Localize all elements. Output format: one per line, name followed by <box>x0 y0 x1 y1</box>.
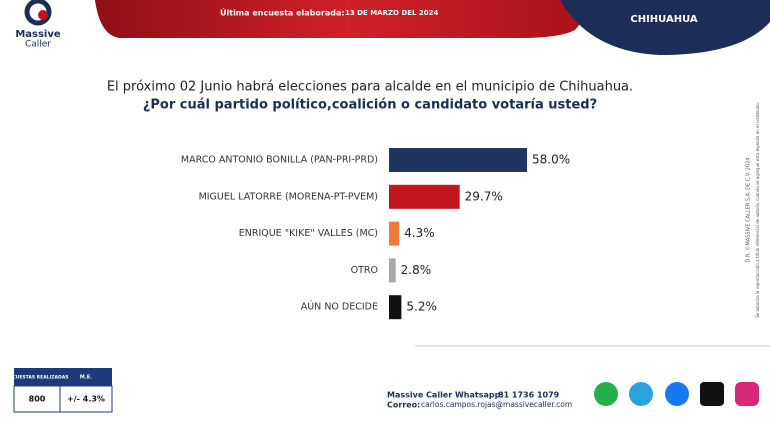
bar <box>389 221 400 246</box>
brand: Massive <box>15 29 61 40</box>
logo <box>24 0 52 26</box>
survey-box: ENCUESTAS REALIZADAS M.E. 800 +/- 4.3% <box>6 368 113 413</box>
category-label: AÚN NO DECIDE <box>301 301 378 313</box>
region-banner <box>560 0 770 55</box>
survey-label: Última encuesta elaborada: <box>220 7 345 18</box>
value-label: 4.3% <box>404 226 435 240</box>
side-note: D.R. ©MASSIVE CALLER S.A. DE C.V. 2024 <box>745 158 752 263</box>
chart-subtitle: ¿Por cuál partido político,coalición o c… <box>143 98 597 113</box>
category-label: MIGUEL LATORRE (MORENA-PT-PVEM) <box>199 191 378 202</box>
bar <box>389 258 396 283</box>
category-label: MARCO ANTONIO BONILLA (PAN-PRI-PRD) <box>181 155 378 166</box>
facebook-icon[interactable] <box>665 382 689 406</box>
value-label: 58.0% <box>532 153 570 167</box>
whatsapp-icon[interactable] <box>594 382 618 406</box>
bar <box>389 295 402 320</box>
category-label: OTRO <box>351 265 378 276</box>
box-header: M.E. <box>80 375 92 381</box>
box-value: +/- 4.3% <box>67 395 105 404</box>
value-label: 5.2% <box>406 300 437 314</box>
survey-date: 13 DE MARZO DEL 2024 <box>345 9 439 17</box>
instagram-icon[interactable] <box>735 382 759 406</box>
region: CHIHUAHUA <box>630 14 698 25</box>
side-note: Se autoriza la reproducción a título ref… <box>755 102 760 318</box>
bar <box>389 184 460 209</box>
telegram-icon[interactable] <box>629 382 653 406</box>
social-icons <box>594 382 759 406</box>
chart-title: El próximo 02 Junio habrá elecciones par… <box>107 80 633 95</box>
email-label: Correo: <box>387 401 420 410</box>
box-header: ENCUESTAS REALIZADAS <box>6 375 69 381</box>
bar <box>389 148 528 172</box>
whatsapp-label: Massive Caller Whatsapp: <box>387 391 504 400</box>
value-label: 2.8% <box>401 263 432 277</box>
whatsapp: 81 1736 1079 <box>498 391 560 400</box>
bars: MARCO ANTONIO BONILLA (PAN-PRI-PRD) 58.0%… <box>181 148 570 320</box>
category-label: ENRIQUE "KIKE" VALLES (MC) <box>239 228 378 239</box>
top-banner <box>95 0 600 38</box>
value-label: 29.7% <box>465 189 503 203</box>
x-icon[interactable] <box>700 382 724 406</box>
box-value: 800 <box>29 395 46 404</box>
email: carlos.campos.rojas@massivecaller.com <box>421 400 572 409</box>
brand: Caller <box>25 40 51 50</box>
